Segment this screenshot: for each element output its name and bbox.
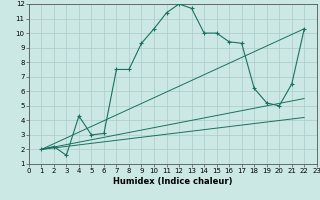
X-axis label: Humidex (Indice chaleur): Humidex (Indice chaleur) [113, 177, 233, 186]
